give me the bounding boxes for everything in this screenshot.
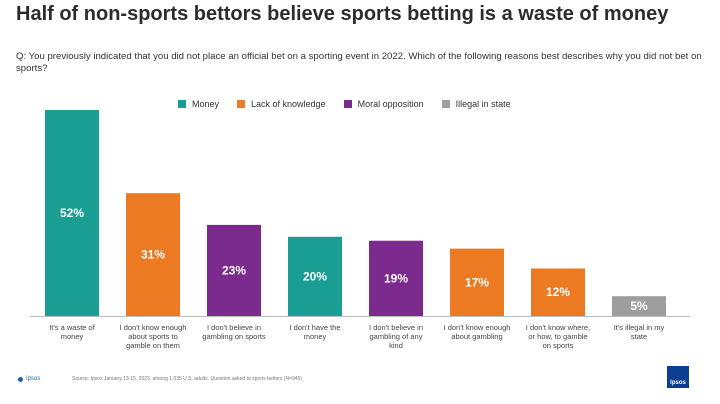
data-label-3: 20% xyxy=(303,269,327,283)
category-label-5: I don't know enough about gambling xyxy=(444,323,511,341)
footer-logo: Ipsos xyxy=(18,376,40,382)
legend-label-money: Money xyxy=(192,99,220,109)
bar-3 xyxy=(288,236,342,316)
bar-2 xyxy=(207,224,261,316)
data-label-0: 52% xyxy=(60,206,84,220)
category-label-2: I don't believe in gambling on sports xyxy=(202,323,266,341)
legend-item-illegal-in-state: Illegal in state xyxy=(441,99,511,109)
page-title: Half of non-sports bettors believe sport… xyxy=(16,3,669,25)
category-label-3: I don't have the money xyxy=(289,323,340,341)
data-label-2: 23% xyxy=(222,263,246,277)
legend-swatch-money xyxy=(178,100,186,108)
category-label-6: I don't know where, or how, to gamble on s… xyxy=(526,323,590,350)
legend-item-moral-opposition: Moral opposition xyxy=(343,99,424,109)
ipsos-badge: Ipsos xyxy=(667,366,689,388)
ipsos-logo-icon xyxy=(18,376,23,382)
legend-label-moral-opposition: Moral opposition xyxy=(357,99,424,109)
category-label-4: I don't believe in gambling of any kind xyxy=(369,323,423,350)
legend-swatch-lack-of-knowledge xyxy=(237,100,246,108)
bar-7 xyxy=(612,296,666,316)
bar-6 xyxy=(531,268,585,316)
legend-swatch-moral-opposition xyxy=(343,100,352,108)
data-label-7: 5% xyxy=(630,299,648,313)
data-label-5: 17% xyxy=(465,275,489,289)
data-label-4: 19% xyxy=(384,271,408,285)
chart-legend: Money Lack of knowledge Moral opposition… xyxy=(178,99,511,109)
legend-swatch-illegal-in-state xyxy=(441,100,450,108)
bar-1 xyxy=(126,193,180,316)
legend-item-lack-of-knowledge: Lack of knowledge xyxy=(237,99,326,109)
footer-logo-text: Ipsos xyxy=(26,376,41,382)
legend-label-lack-of-knowledge: Lack of knowledge xyxy=(251,99,326,109)
legend-item-money: Money xyxy=(178,99,219,109)
category-label-0: It's a waste of money xyxy=(49,323,96,341)
data-label-6: 12% xyxy=(546,285,570,299)
category-label-7: It's illegal in my state xyxy=(614,323,665,341)
bar-0 xyxy=(45,110,99,316)
data-label-1: 31% xyxy=(141,248,165,262)
question-subtitle: Q: You previously indicated that you did… xyxy=(16,51,702,74)
bar-5 xyxy=(450,248,504,316)
category-label-1: I don't know enough about sports to gamble… xyxy=(120,323,187,350)
bar-4 xyxy=(369,240,423,316)
footer-source: Source: Ipsos January 13-15, 2023, among… xyxy=(72,376,302,382)
legend-label-illegal-in-state: Illegal in state xyxy=(455,99,511,109)
